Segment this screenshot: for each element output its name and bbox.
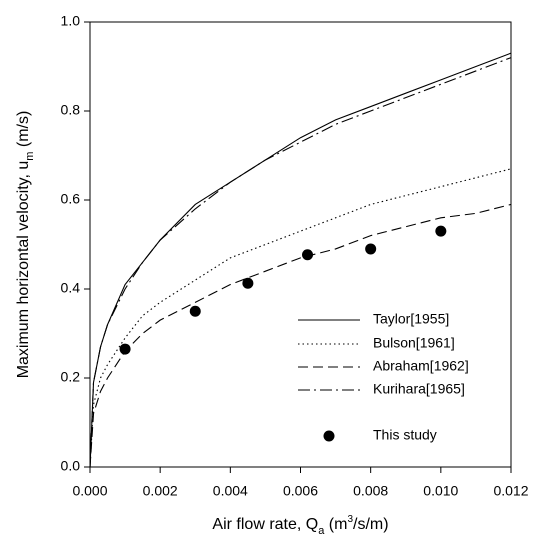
- y-tick-label: 0.8: [61, 102, 81, 118]
- y-tick-label: 0.6: [61, 191, 81, 207]
- data-point: [119, 343, 131, 355]
- data-point: [189, 305, 201, 317]
- data-point: [242, 277, 254, 289]
- y-tick-label: 0.2: [61, 369, 81, 385]
- legend-label: Taylor[1955]: [373, 311, 449, 327]
- x-axis-label-part: (m: [324, 516, 347, 533]
- data-point: [302, 249, 314, 261]
- x-axis-label-part: Air flow rate, Q: [212, 516, 318, 533]
- x-tick-label: 0.006: [283, 483, 318, 499]
- y-tick-label: 0.0: [61, 458, 81, 474]
- x-axis-label-part: a: [318, 525, 325, 537]
- legend-label: Bulson[1961]: [373, 335, 455, 351]
- legend-label: Kurihara[1965]: [373, 381, 465, 397]
- x-axis-label-part: /s/m): [353, 516, 389, 533]
- data-point: [365, 243, 377, 255]
- x-axis-label: Air flow rate, Qa (m3/s/m): [212, 514, 388, 537]
- y-axis-label-part: m: [24, 152, 36, 161]
- y-tick-label: 0.4: [61, 280, 81, 296]
- x-tick-label: 0.010: [423, 483, 458, 499]
- x-tick-label: 0.004: [213, 483, 248, 499]
- y-axis-label-part: (m/s): [15, 111, 32, 152]
- series-line: [89, 168, 512, 468]
- data-point: [435, 225, 447, 237]
- series-line: [89, 57, 512, 468]
- legend-swatch: [323, 430, 335, 442]
- x-axis-label-part: 3: [347, 514, 353, 525]
- y-axis-label-part: Maximum horizontal velocity, u: [15, 161, 32, 379]
- x-tick-label: 0.002: [143, 483, 178, 499]
- x-tick-label: 0.000: [72, 483, 107, 499]
- y-axis-label: Maximum horizontal velocity, um (m/s): [15, 111, 36, 379]
- x-tick-label: 0.008: [353, 483, 388, 499]
- x-tick-label: 0.012: [493, 483, 528, 499]
- y-tick-label: 1.0: [61, 13, 81, 29]
- legend-label: This study: [373, 427, 437, 443]
- series-line: [89, 203, 512, 468]
- legend-label: Abraham[1962]: [373, 358, 469, 374]
